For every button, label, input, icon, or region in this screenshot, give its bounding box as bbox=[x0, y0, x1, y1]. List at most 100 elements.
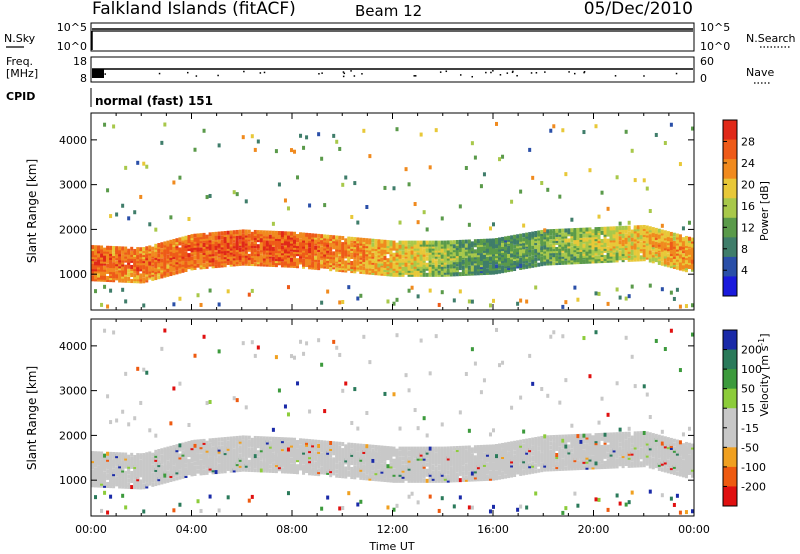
power-cell bbox=[296, 175, 300, 180]
power-cell bbox=[510, 249, 514, 254]
velocity-cell bbox=[368, 462, 372, 467]
power-cell bbox=[645, 229, 649, 234]
power-cell bbox=[534, 245, 538, 250]
power-cell bbox=[570, 238, 574, 243]
power-cell bbox=[127, 278, 131, 283]
power-cell bbox=[513, 244, 517, 249]
power-cell bbox=[498, 157, 502, 162]
power-cell bbox=[395, 297, 399, 302]
velocity-cell bbox=[274, 440, 278, 445]
velocity-cell bbox=[368, 444, 372, 449]
velocity-cell bbox=[91, 483, 94, 488]
power-cell bbox=[320, 252, 324, 257]
power-cell bbox=[669, 244, 673, 249]
velocity-cell bbox=[392, 452, 396, 457]
power-cell bbox=[368, 270, 372, 275]
power-cell bbox=[440, 270, 444, 275]
power-cell bbox=[434, 242, 438, 247]
power-cell bbox=[537, 234, 541, 239]
velocity-cell bbox=[196, 459, 200, 464]
velocity-cell bbox=[383, 391, 387, 396]
power-cell bbox=[302, 240, 306, 245]
velocity-cell bbox=[196, 441, 200, 446]
velocity-cell bbox=[274, 446, 278, 451]
power-cell bbox=[467, 251, 471, 256]
velocity-cell bbox=[296, 450, 300, 455]
power-cell bbox=[293, 235, 297, 240]
power-cell bbox=[124, 276, 128, 281]
power-cell bbox=[525, 250, 529, 255]
power-cell bbox=[510, 259, 514, 264]
velocity-cell bbox=[112, 474, 116, 479]
power-cell bbox=[106, 304, 110, 309]
velocity-cell bbox=[172, 449, 176, 454]
velocity-cell bbox=[142, 457, 146, 462]
power-cell bbox=[329, 257, 333, 262]
power-cell bbox=[522, 239, 526, 244]
power-cell bbox=[238, 235, 242, 240]
power-cell bbox=[244, 257, 248, 262]
velocity-cell bbox=[413, 450, 417, 455]
velocity-cell bbox=[359, 467, 363, 472]
power-cell bbox=[413, 248, 417, 253]
power-cell bbox=[612, 240, 616, 245]
velocity-cell bbox=[296, 454, 300, 459]
power-cell bbox=[528, 262, 532, 267]
power-cell bbox=[501, 269, 505, 274]
power-cell bbox=[419, 248, 423, 253]
power-cell bbox=[464, 239, 468, 244]
power-cell bbox=[431, 252, 435, 257]
velocity-cell bbox=[299, 452, 303, 457]
velocity-cell bbox=[374, 444, 378, 449]
velocity-cell bbox=[103, 457, 107, 462]
power-cell bbox=[130, 252, 134, 257]
power-cell bbox=[473, 261, 477, 266]
power-cell bbox=[323, 238, 327, 243]
power-cell bbox=[335, 249, 339, 254]
power-cell bbox=[416, 266, 420, 271]
power-cell bbox=[118, 260, 122, 265]
power-cell bbox=[504, 264, 508, 269]
velocity-cell bbox=[187, 444, 191, 449]
velocity-cell bbox=[109, 484, 113, 489]
power-cell bbox=[476, 251, 480, 256]
power-cell bbox=[681, 253, 685, 258]
power-cell bbox=[289, 257, 293, 262]
power-cell bbox=[256, 236, 260, 241]
power-cell bbox=[178, 251, 182, 256]
power-cell bbox=[642, 257, 646, 262]
power-cell bbox=[380, 259, 384, 264]
velocity-cell bbox=[202, 438, 206, 443]
velocity-cell bbox=[238, 453, 242, 458]
power-cell bbox=[392, 268, 396, 273]
power-cell bbox=[467, 253, 471, 258]
power-cell bbox=[687, 252, 691, 257]
power-cell bbox=[344, 246, 348, 251]
power-cell bbox=[431, 242, 435, 247]
power-cell bbox=[410, 242, 414, 247]
power-cell bbox=[238, 255, 242, 260]
power-cell bbox=[648, 252, 652, 257]
power-cell bbox=[241, 243, 245, 248]
power-cell bbox=[491, 258, 495, 263]
power-cell bbox=[588, 259, 592, 264]
power-cell bbox=[184, 253, 188, 258]
velocity-cell bbox=[241, 461, 245, 466]
power-cell bbox=[558, 230, 562, 235]
power-cell bbox=[485, 244, 489, 249]
power-cell bbox=[666, 233, 670, 238]
power-cell bbox=[256, 258, 260, 263]
power-cell bbox=[386, 262, 390, 267]
power-cell bbox=[534, 235, 538, 240]
power-cell bbox=[344, 264, 348, 269]
power-cell bbox=[528, 244, 532, 249]
velocity-cell bbox=[256, 468, 260, 473]
power-cell bbox=[265, 246, 269, 251]
power-cell bbox=[229, 230, 233, 235]
power-cell bbox=[247, 237, 251, 242]
power-cell bbox=[452, 246, 456, 251]
power-cell bbox=[347, 252, 351, 257]
power-cell bbox=[540, 181, 544, 186]
velocity-cell bbox=[253, 444, 257, 449]
power-cell bbox=[525, 254, 529, 259]
